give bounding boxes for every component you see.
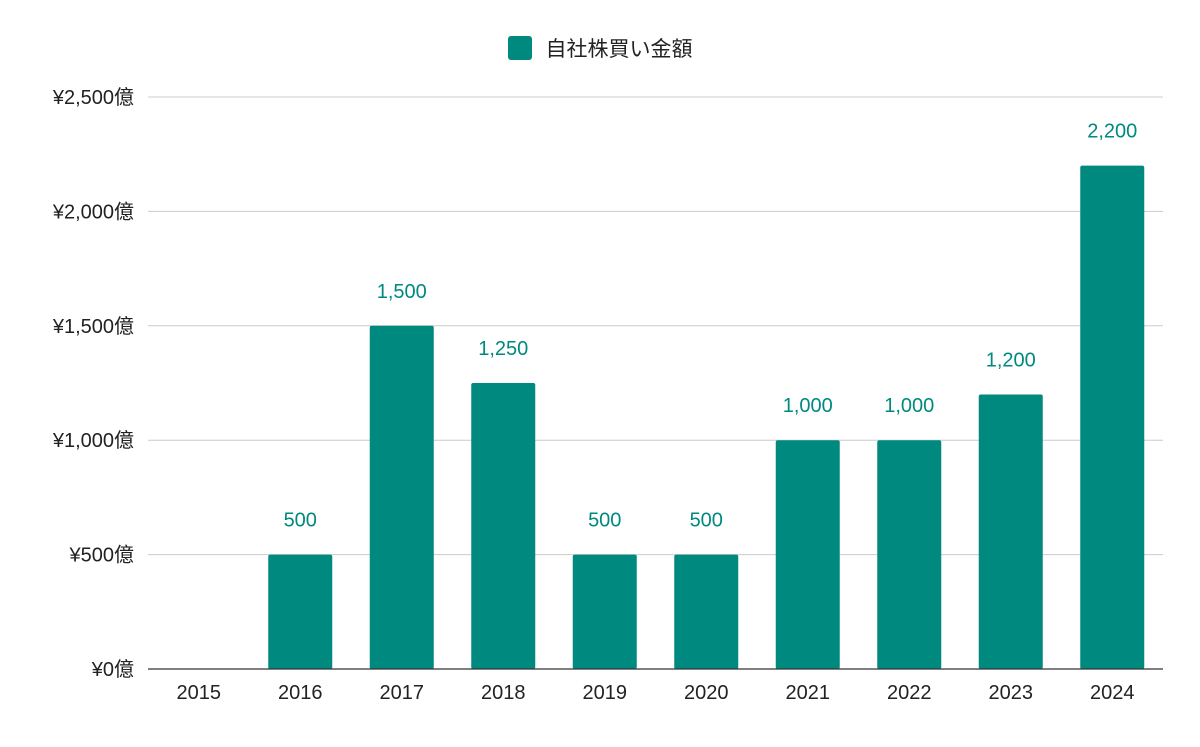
legend: 自社株買い金額: [0, 33, 1200, 63]
y-tick-label: ¥2,500億: [52, 86, 134, 109]
bar: [775, 440, 840, 669]
x-tick-label: 2018: [481, 682, 526, 704]
data-label: 1,500: [377, 281, 427, 303]
bar: [674, 554, 739, 669]
x-tick-label: 2022: [887, 682, 932, 704]
x-tick-label: 2015: [177, 682, 222, 704]
x-tick-label: 2020: [684, 682, 729, 704]
y-tick-label: ¥500億: [69, 544, 135, 567]
x-tick-label: 2023: [989, 682, 1034, 704]
x-tick-label: 2019: [583, 682, 628, 704]
bar: [877, 440, 942, 669]
legend-label: 自社株買い金額: [545, 37, 693, 61]
data-label: 1,000: [783, 395, 833, 417]
y-tick-label: ¥0億: [91, 658, 134, 681]
data-label: 1,250: [478, 338, 528, 360]
data-label: 1,200: [986, 349, 1036, 371]
bar: [572, 554, 637, 669]
axes: ¥0億 ¥500億 ¥1,000億 ¥1,500億 ¥2,000億 ¥2,500億 2015…: [52, 86, 1163, 704]
y-tick-label: ¥2,000億: [52, 200, 134, 223]
bar: [268, 554, 333, 669]
legend-swatch: [507, 36, 532, 60]
bar: [978, 394, 1043, 669]
data-label: 500: [690, 510, 723, 532]
data-labels: 500 1,500 1,250 500 500 1,000 1,000 1,200 2,200: [284, 121, 1138, 532]
x-tick-label: 2017: [380, 682, 425, 704]
bar: [369, 325, 434, 669]
bar: [471, 383, 536, 669]
y-tick-label: ¥1,000億: [52, 429, 134, 452]
x-tick-label: 2021: [786, 682, 831, 704]
data-label: 500: [588, 510, 621, 532]
x-tick-label: 2024: [1090, 682, 1135, 704]
bars: [268, 165, 1145, 669]
data-label: 2,200: [1087, 121, 1137, 143]
data-label: 1,000: [884, 395, 934, 417]
bar: [1080, 165, 1145, 669]
x-tick-label: 2016: [278, 682, 323, 704]
data-label: 500: [284, 510, 317, 532]
y-tick-label: ¥1,500億: [52, 315, 134, 338]
